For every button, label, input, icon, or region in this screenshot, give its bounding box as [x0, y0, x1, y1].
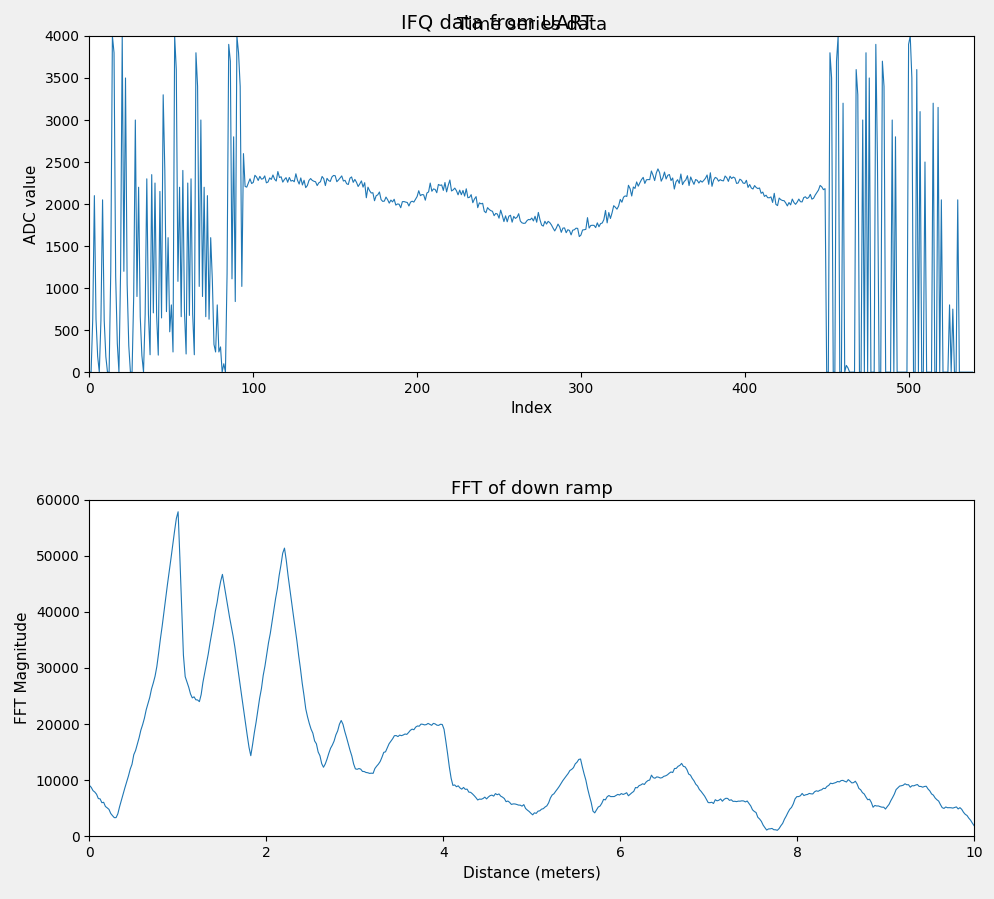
- Y-axis label: FFT Magnitude: FFT Magnitude: [15, 611, 30, 725]
- X-axis label: Distance (meters): Distance (meters): [463, 866, 600, 880]
- X-axis label: Index: Index: [511, 402, 553, 416]
- Text: IFQ data from UART: IFQ data from UART: [401, 13, 593, 32]
- Title: Time series data: Time series data: [456, 16, 607, 34]
- Y-axis label: ADC value: ADC value: [24, 165, 39, 244]
- Title: FFT of down ramp: FFT of down ramp: [451, 480, 612, 498]
